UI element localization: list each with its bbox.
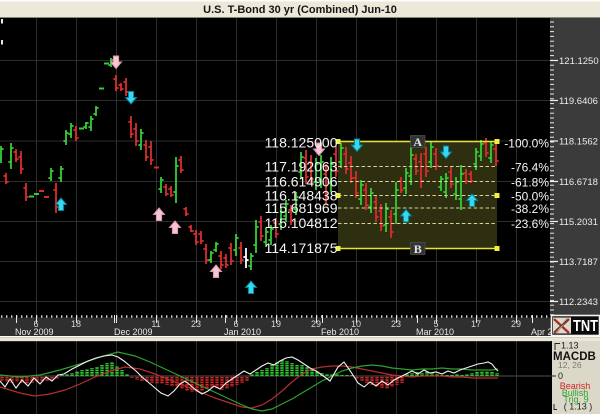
svg-text:6: 6 [233,319,238,329]
svg-text:117.192063: 117.192063 [265,159,338,175]
svg-text:119.6406: 119.6406 [559,96,598,107]
svg-text:118.1562: 118.1562 [559,137,598,148]
svg-text:12, 26: 12, 26 [558,360,582,370]
svg-text:B: B [414,242,422,256]
svg-text:Trig. 9: Trig. 9 [563,395,588,405]
svg-text:1.13: 1.13 [561,341,579,351]
svg-text:115.681969: 115.681969 [265,200,338,216]
svg-text:A: A [413,135,422,149]
svg-text:18: 18 [71,319,81,329]
svg-text:11: 11 [151,319,160,329]
svg-text:-100.0%: -100.0% [504,137,549,151]
svg-text:Mar 2010: Mar 2010 [416,327,454,337]
svg-text:-38.2%: -38.2% [511,202,549,216]
svg-text:MACDB: MACDB [553,351,596,363]
svg-text:0: 0 [558,371,563,381]
svg-text:Nov 2009: Nov 2009 [15,327,54,337]
svg-text:-23.6%: -23.6% [511,217,549,231]
svg-text:115.104812: 115.104812 [265,215,338,231]
svg-text:Dec 2009: Dec 2009 [114,327,153,337]
svg-text:Jan 2010: Jan 2010 [224,327,261,337]
svg-text:-61.8%: -61.8% [511,176,549,190]
svg-text:118.125000: 118.125000 [265,135,338,151]
svg-text:( 1.13 ): ( 1.13 ) [564,402,593,412]
svg-text:23: 23 [391,319,401,329]
svg-text:112.2343: 112.2343 [559,297,598,308]
svg-text:Bullish: Bullish [562,388,589,398]
svg-text:10: 10 [351,319,361,329]
svg-text:6: 6 [33,319,38,329]
svg-text:Feb 2010: Feb 2010 [321,327,359,337]
svg-text:5: 5 [433,319,438,329]
svg-text:116.148438: 116.148438 [265,188,338,204]
svg-text:Bearish: Bearish [560,381,591,391]
svg-text:114.171875: 114.171875 [265,240,338,256]
svg-text:23: 23 [191,319,201,329]
svg-text:116.614906: 116.614906 [265,174,338,190]
svg-text:U.S. T-Bond 30 yr (Combined) J: U.S. T-Bond 30 yr (Combined) Jun-10 [203,4,397,16]
svg-text:115.2031: 115.2031 [559,217,598,228]
svg-text:113.7187: 113.7187 [559,257,598,268]
svg-text:-76.4%: -76.4% [511,161,549,175]
svg-text:Apr 2010: Apr 2010 [531,327,568,337]
svg-text:TNT: TNT [573,318,598,335]
svg-text:121.1250: 121.1250 [559,56,599,67]
svg-text:29: 29 [311,319,321,329]
svg-text:19: 19 [271,319,281,329]
svg-text:17: 17 [471,319,481,329]
svg-text:29: 29 [511,319,521,329]
svg-text:-50.0%: -50.0% [511,190,549,204]
svg-text:116.6718: 116.6718 [559,177,598,188]
